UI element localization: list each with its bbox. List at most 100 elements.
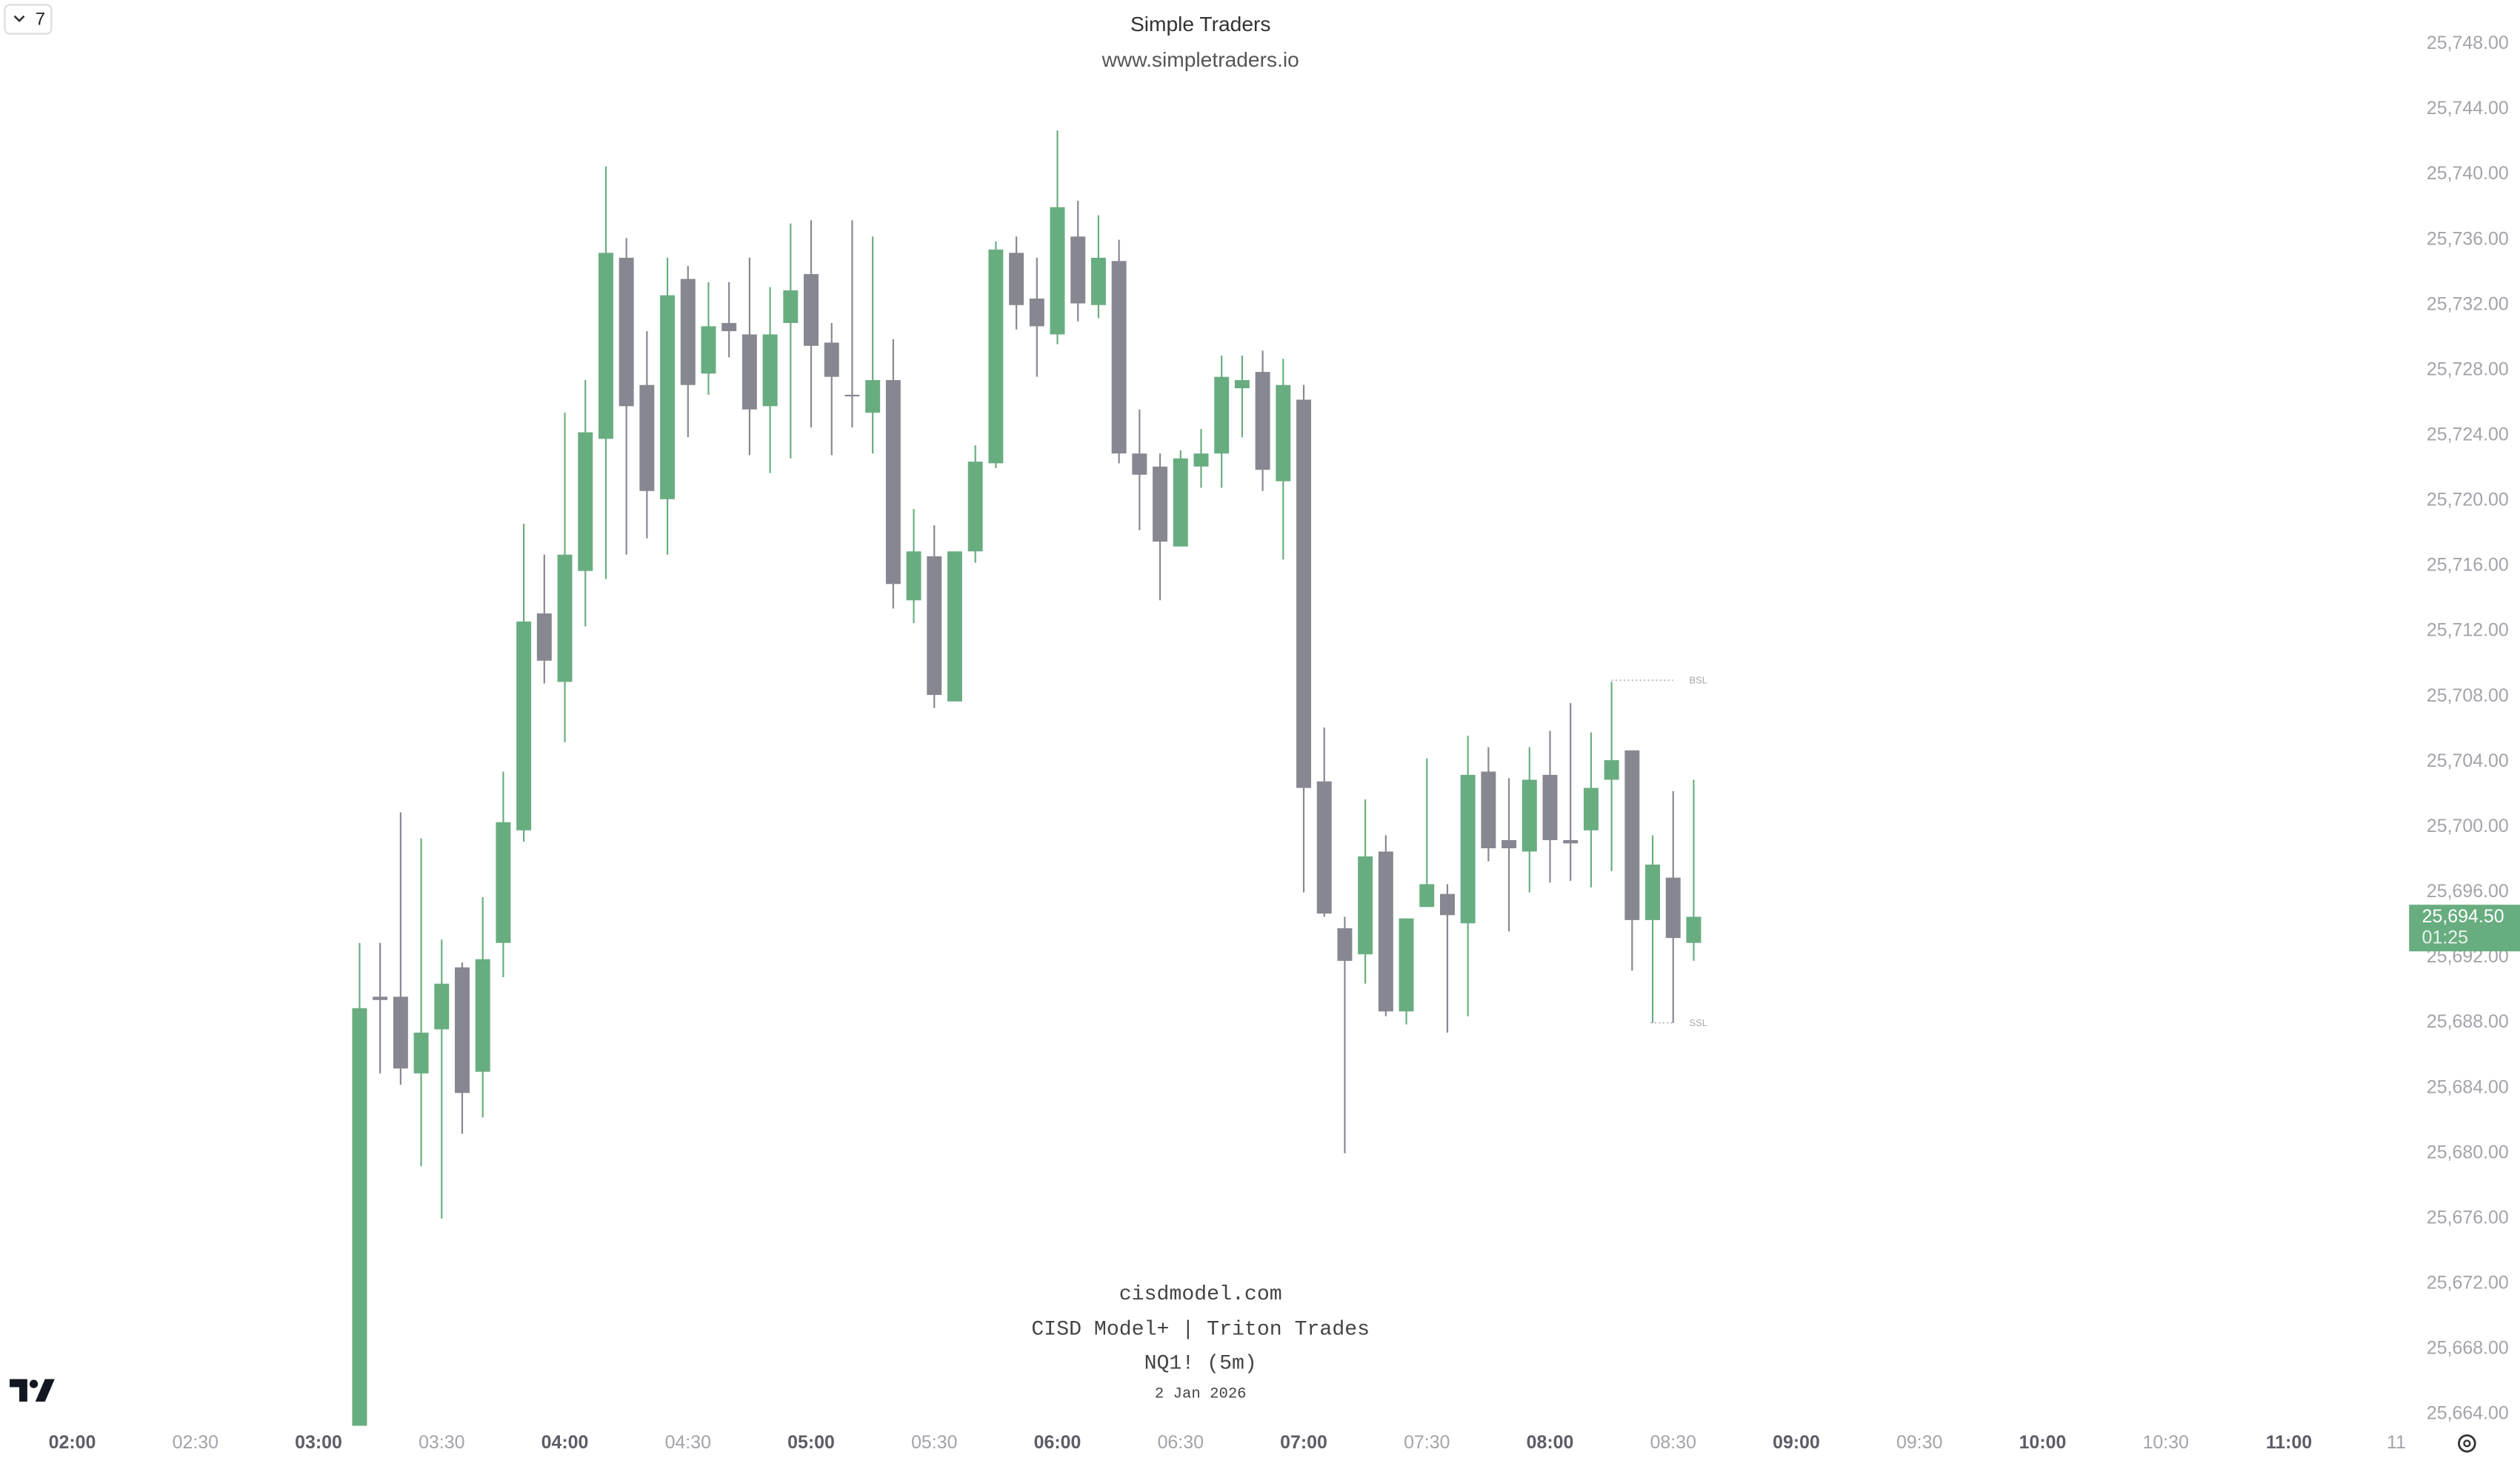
candle-body: [721, 322, 737, 331]
settings-icon: [2458, 1434, 2476, 1453]
candle-body: [1029, 298, 1044, 327]
logo-part: [35, 1379, 55, 1402]
candle-body: [619, 257, 634, 407]
candle-body: [352, 1008, 367, 1426]
candle-body: [1624, 750, 1640, 920]
candle-body: [783, 290, 799, 323]
candle-body: [701, 326, 716, 374]
candle-body: [660, 295, 676, 499]
candle-body: [1460, 774, 1476, 924]
candle-body: [1193, 453, 1209, 467]
x-tick-label: 08:00: [1527, 1432, 1574, 1453]
settings-button[interactable]: [2458, 1434, 2476, 1453]
candle-body: [536, 613, 552, 661]
y-tick-label: 25,696.00: [2427, 881, 2509, 902]
x-tick-label: 07:30: [1404, 1432, 1450, 1453]
candle-body: [1255, 372, 1270, 470]
x-tick-label: 04:00: [541, 1432, 589, 1453]
countdown-label: 01:25: [2422, 927, 2468, 948]
y-tick-label: 25,700.00: [2427, 816, 2509, 836]
candle-body: [741, 334, 757, 410]
annotation: 2 Jan 2026: [1155, 1386, 1247, 1403]
candle-body: [1563, 839, 1579, 844]
y-tick-label: 25,724.00: [2427, 425, 2509, 445]
candle-body: [1399, 918, 1414, 1012]
y-tick-label: 25,672.00: [2427, 1273, 2509, 1294]
candle-body: [1070, 236, 1086, 304]
candle-body: [373, 996, 388, 1000]
candle-body: [557, 554, 573, 682]
candle-body: [1440, 893, 1455, 916]
candle-body: [1337, 928, 1353, 961]
candle-body: [598, 253, 613, 439]
x-tick-label: 10:30: [2143, 1432, 2189, 1453]
x-tick-label: 04:30: [665, 1432, 711, 1453]
plot-area: BSL SSL: [352, 130, 1707, 1426]
candle-body: [413, 1032, 429, 1073]
candle-body: [680, 279, 696, 385]
candle-body: [1501, 839, 1517, 848]
logo-part: [29, 1379, 39, 1388]
x-tick-label: 07:00: [1280, 1432, 1327, 1453]
y-tick-label: 25,748.00: [2427, 33, 2509, 53]
candle-body: [1378, 851, 1393, 1012]
indicator-count: 7: [36, 9, 45, 29]
candle-body: [516, 621, 532, 830]
level-label: BSL: [1689, 675, 1707, 686]
x-tick-label: 08:30: [1650, 1432, 1696, 1453]
y-tick-label: 25,728.00: [2427, 359, 2509, 379]
candle-body: [434, 983, 450, 1030]
x-tick-label: 02:30: [173, 1432, 219, 1453]
x-tick-label: 02:00: [49, 1432, 96, 1453]
y-tick-label: 25,668.00: [2427, 1338, 2509, 1359]
x-tick-label: 09:30: [1896, 1432, 1942, 1453]
y-tick-label: 25,684.00: [2427, 1076, 2509, 1097]
candle-body: [1111, 261, 1127, 454]
x-tick-label: 09:00: [1773, 1432, 1820, 1453]
toggle-box[interactable]: [4, 4, 53, 35]
candle-body: [1686, 916, 1701, 943]
candle-body: [1234, 380, 1250, 389]
candle-body: [824, 342, 839, 377]
logo-part: [10, 1379, 27, 1402]
candle-body: [1153, 466, 1168, 542]
y-tick-label: 25,712.00: [2427, 620, 2509, 641]
y-tick-label: 25,736.00: [2427, 228, 2509, 249]
x-tick-label: 03:30: [419, 1432, 464, 1453]
indicator-toggle[interactable]: 7: [4, 4, 53, 35]
x-tick-label: 06:30: [1158, 1432, 1204, 1453]
annotation: cisdmodel.com: [1119, 1283, 1282, 1306]
candle-body: [1132, 453, 1147, 475]
y-tick-label: 25,688.00: [2427, 1011, 2509, 1032]
y-tick-label: 25,664.00: [2427, 1403, 2509, 1424]
candle-body: [1583, 788, 1599, 830]
candle-body: [1050, 207, 1065, 335]
candle-body: [885, 380, 901, 585]
candle-body: [1542, 774, 1558, 840]
x-tick-label: 10:00: [2019, 1432, 2067, 1453]
chevron: [13, 15, 25, 23]
y-tick-label: 25,704.00: [2427, 750, 2509, 771]
x-tick-label: 11: [2387, 1432, 2406, 1453]
candle-body: [639, 385, 655, 491]
chart-subtitle: www.simpletraders.io: [1101, 47, 1299, 71]
x-tick-label: 05:00: [787, 1432, 835, 1453]
candle-body: [804, 273, 819, 346]
candle-body: [496, 822, 511, 943]
candle-body: [988, 249, 1004, 464]
candle-body: [578, 432, 593, 571]
candle-body: [1009, 253, 1024, 305]
candle-body: [1173, 458, 1188, 547]
y-tick-label: 25,680.00: [2427, 1142, 2509, 1162]
candle-body: [967, 462, 983, 552]
last-price-box: [2409, 905, 2520, 952]
tv-logo[interactable]: [10, 1379, 55, 1402]
candle-body: [475, 959, 490, 1072]
y-tick-label: 25,744.00: [2427, 98, 2509, 119]
y-tick-label: 25,720.00: [2427, 490, 2509, 510]
axes: 25,664.00 25,668.00 25,672.00 25,676.00 25,6…: [49, 33, 2520, 1453]
candle-body: [762, 334, 778, 407]
candle-body: [1481, 771, 1496, 848]
